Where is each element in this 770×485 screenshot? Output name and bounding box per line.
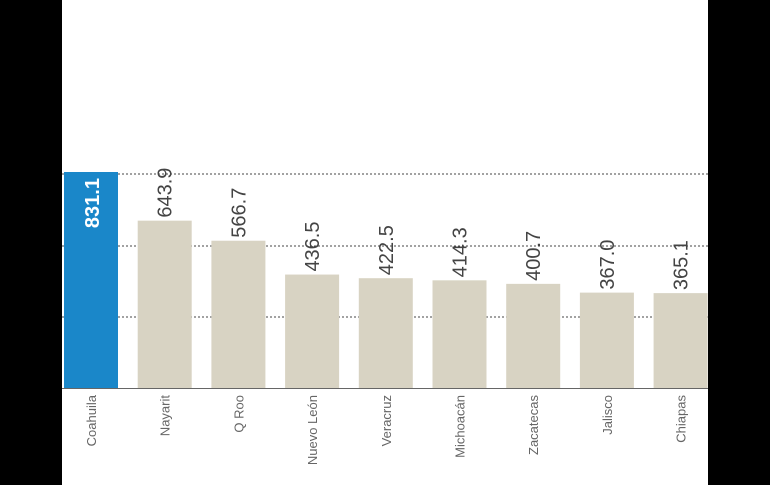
value-labels: 831.1 643.9 566.7 436.5 422.5 414.3 400.7 367.0…	[82, 168, 693, 291]
category-label-michoacan: Michoacán	[453, 395, 468, 458]
category-label-veracruz: Veracruz	[379, 395, 394, 446]
bar-coahuila	[64, 172, 118, 388]
bar-chiapas	[653, 293, 708, 388]
value-label-coahuila: 831.1	[82, 178, 104, 228]
bars	[64, 172, 708, 388]
value-label-nuevo-leon: 436.5	[302, 221, 324, 271]
category-label-nuevo-leon: Nuevo León	[305, 395, 320, 465]
bar-nayarit	[137, 220, 192, 388]
value-label-q-roo: 566.7	[228, 188, 250, 238]
value-label-zacatecas: 400.7	[523, 231, 545, 281]
category-labels: Coahuila Nayarit Q Roo Nuevo León Veracruz Mi…	[84, 394, 689, 465]
category-label-zacatecas: Zacatecas	[526, 395, 541, 455]
bar-michoacan	[432, 280, 487, 388]
category-label-q-roo: Q Roo	[231, 395, 246, 433]
bar-q-roo	[211, 240, 266, 388]
value-label-michoacan: 414.3	[450, 227, 472, 277]
category-label-chiapas: Chiapas	[674, 395, 689, 443]
bar-zacatecas	[506, 283, 561, 388]
bar-nuevo-leon	[285, 274, 340, 388]
category-label-coahuila: Coahuila	[84, 394, 99, 446]
value-label-chiapas: 365.1	[671, 240, 693, 290]
chart-panel: 831.1 643.9 566.7 436.5 422.5 414.3 400.7 367.0…	[62, 0, 708, 485]
category-label-nayarit: Nayarit	[158, 395, 173, 437]
bar-chart: 831.1 643.9 566.7 436.5 422.5 414.3 400.7 367.0…	[62, 168, 708, 465]
bar-veracruz	[358, 278, 413, 388]
value-label-jalisco: 367.0	[597, 240, 619, 290]
value-label-nayarit: 643.9	[155, 168, 177, 218]
value-label-veracruz: 422.5	[376, 225, 398, 275]
category-label-jalisco: Jalisco	[600, 395, 615, 435]
bar-jalisco	[579, 292, 634, 388]
